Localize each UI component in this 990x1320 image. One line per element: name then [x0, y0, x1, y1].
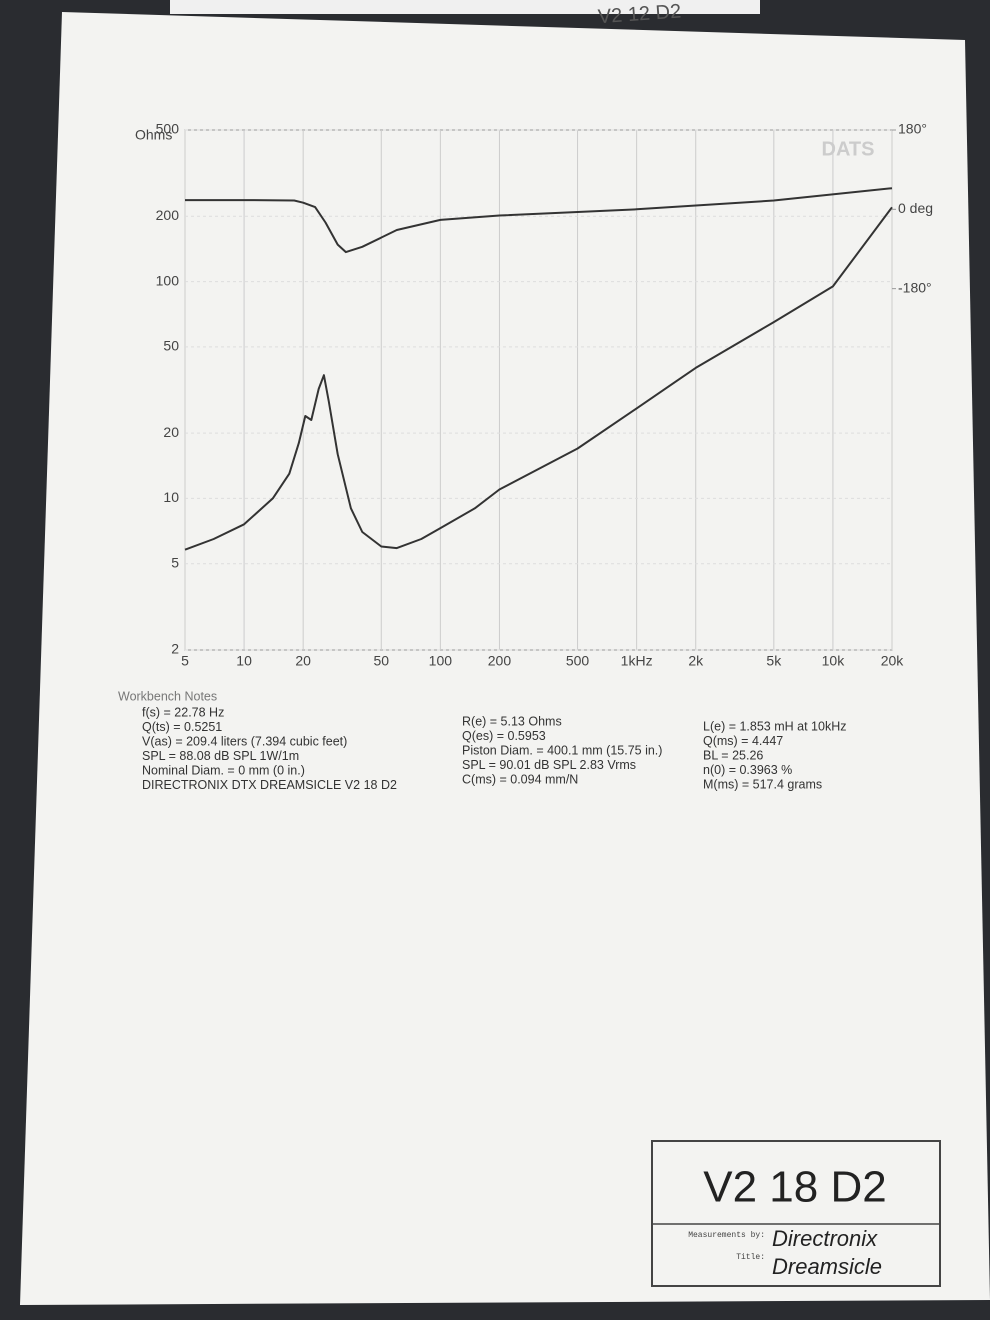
- y-tick-label: 10: [163, 489, 179, 505]
- back-sheet-label: V2 12 D2: [597, 0, 682, 28]
- note-line: Q(es) = 0.5953: [462, 729, 546, 743]
- y-tick-label: 5: [171, 554, 179, 570]
- x-tick-label: 2k: [688, 653, 704, 669]
- y2-tick-label: -180°: [898, 279, 932, 295]
- y-axis-label: Ohms: [135, 127, 172, 143]
- note-line: M(ms) = 517.4 grams: [703, 777, 822, 791]
- label-box: [651, 1140, 941, 1287]
- note-line: SPL = 88.08 dB SPL 1W/1m: [142, 749, 299, 763]
- y-tick-label: 50: [163, 338, 179, 354]
- paper: [20, 12, 990, 1305]
- x-tick-label: 20: [295, 653, 311, 669]
- note-line: f(s) = 22.78 Hz: [142, 705, 224, 719]
- title-label: Title:: [736, 1253, 765, 1262]
- note-line: BL = 25.26: [703, 748, 763, 762]
- y-tick-label: 2: [171, 641, 179, 657]
- note-line: SPL = 90.01 dB SPL 2.83 Vrms: [462, 758, 636, 772]
- note-line: R(e) = 5.13 Ohms: [462, 714, 562, 728]
- x-tick-label: 10k: [822, 653, 846, 669]
- note-line: Q(ms) = 4.447: [703, 734, 783, 748]
- note-line: C(ms) = 0.094 mm/N: [462, 772, 578, 786]
- notes-heading: Workbench Notes: [118, 689, 217, 703]
- x-tick-label: 500: [566, 653, 590, 669]
- y2-tick-label: 180°: [898, 121, 927, 137]
- note-line: Q(ts) = 0.5251: [142, 720, 222, 734]
- note-line: V(as) = 209.4 liters (7.394 cubic feet): [142, 734, 347, 748]
- x-tick-label: 200: [488, 653, 512, 669]
- note-line: Nominal Diam. = 0 mm (0 in.): [142, 763, 305, 777]
- note-line: DIRECTRONIX DTX DREAMSICLE V2 18 D2: [142, 778, 397, 792]
- x-tick-label: 20k: [881, 653, 905, 669]
- label-heading: V2 18 D2: [703, 1163, 886, 1212]
- measured-by-label: Measurements by:: [688, 1231, 765, 1240]
- x-tick-label: 5k: [766, 653, 782, 669]
- y2-tick-label: 0 deg: [898, 200, 933, 216]
- measured-by: Directronix: [772, 1226, 878, 1251]
- x-tick-label: 10: [236, 653, 252, 669]
- note-line: L(e) = 1.853 mH at 10kHz: [703, 719, 846, 733]
- note-line: n(0) = 0.3963 %: [703, 763, 792, 777]
- note-line: Piston Diam. = 400.1 mm (15.75 in.): [462, 743, 662, 757]
- y-tick-label: 200: [156, 207, 180, 223]
- x-tick-label: 5: [181, 653, 189, 669]
- back-sheet: [170, 0, 760, 14]
- series-line: [184, 206, 893, 551]
- x-tick-label: 50: [373, 653, 389, 669]
- y-tick-label: 20: [163, 424, 179, 440]
- y-tick-label: 500: [156, 121, 180, 137]
- x-tick-label: 100: [429, 653, 453, 669]
- series-line: [185, 187, 893, 254]
- watermark: DATS: [822, 138, 875, 160]
- x-tick-label: 1kHz: [621, 653, 653, 669]
- y-tick-label: 100: [156, 272, 180, 288]
- title: Dreamsicle: [772, 1254, 882, 1279]
